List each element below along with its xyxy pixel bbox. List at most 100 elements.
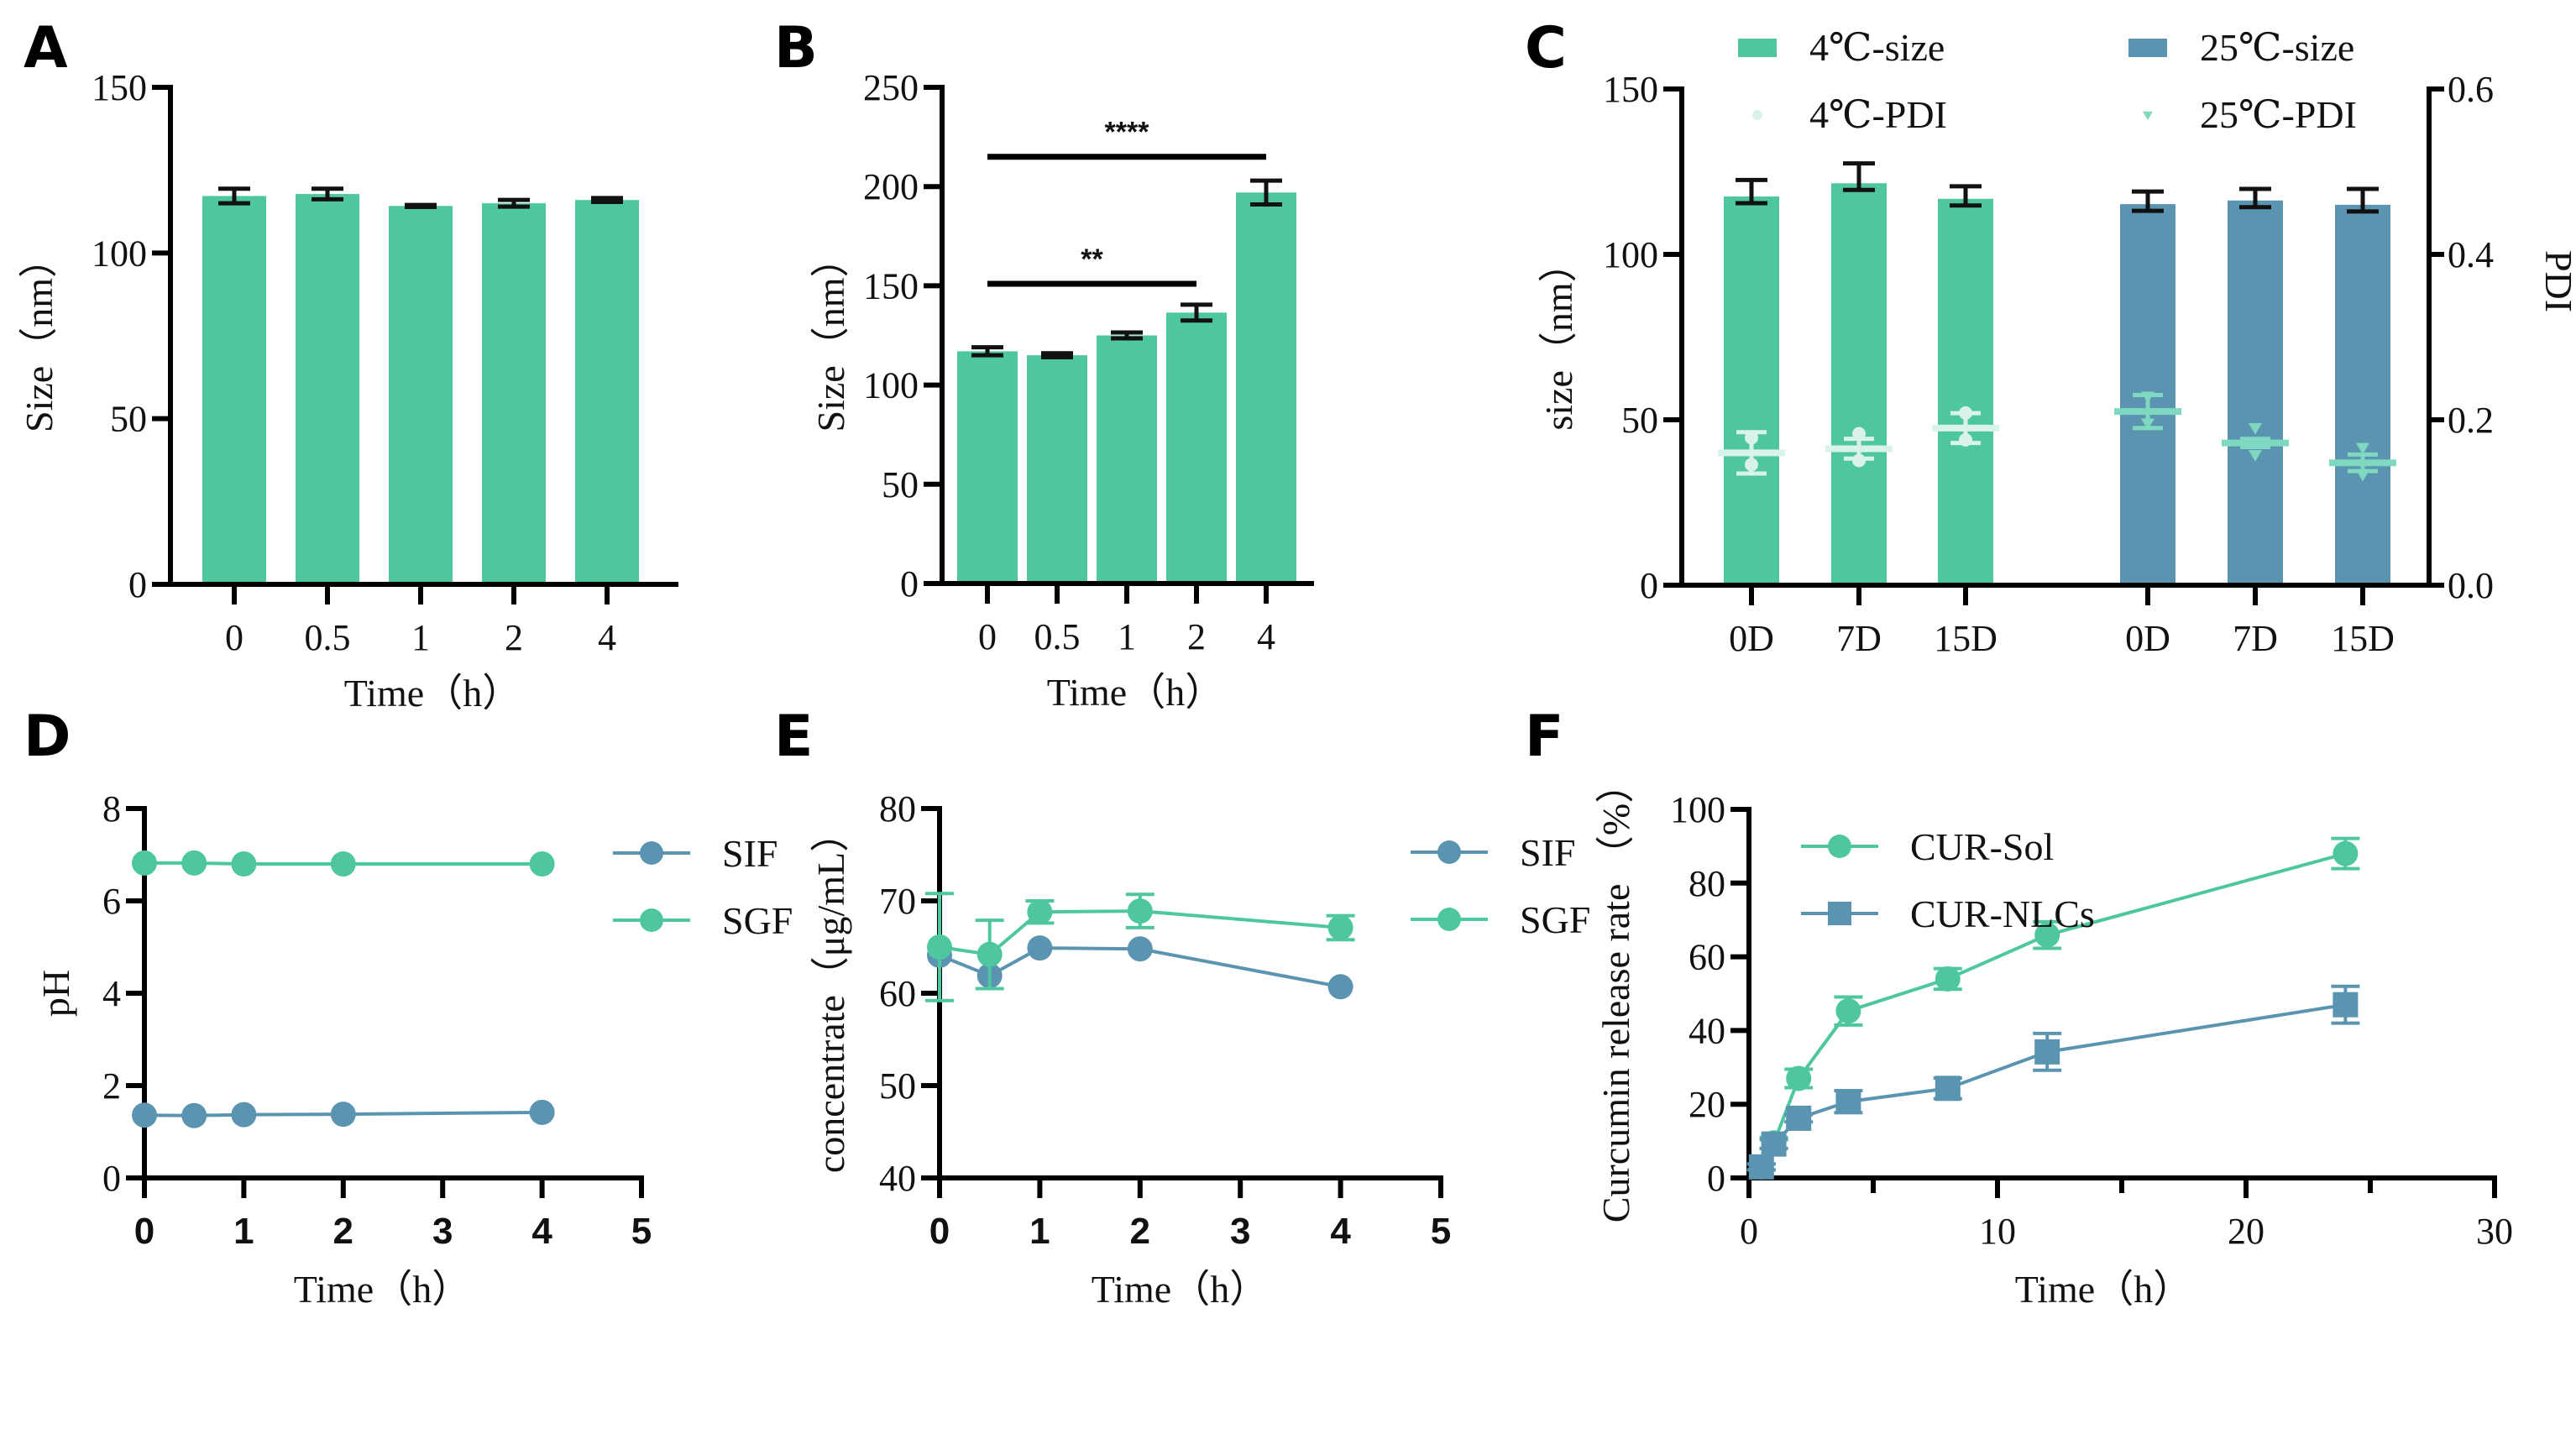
y-tick-label: 100 xyxy=(1603,234,1658,275)
legend-swatch xyxy=(2128,39,2167,57)
error-bar xyxy=(498,197,530,209)
data-point xyxy=(132,850,157,876)
data-point xyxy=(1786,1105,1812,1131)
data-point xyxy=(1027,935,1053,961)
legend-label: SGF xyxy=(1520,898,1590,941)
y-tick-label: 150 xyxy=(863,265,919,306)
legend-item: CUR-Sol xyxy=(1801,825,2054,868)
y-tick-label: 150 xyxy=(1603,69,1658,110)
x-tick-label: 4 xyxy=(1330,1211,1351,1252)
data-point xyxy=(976,941,1003,967)
x-axis-title: Time（h） xyxy=(294,1268,470,1311)
x-tick-label: 20 xyxy=(2228,1211,2264,1252)
x-tick-label: 1 xyxy=(233,1211,254,1252)
y-tick-label: 80 xyxy=(879,788,916,830)
legend-marker xyxy=(1828,835,1851,858)
y-tick-label: 80 xyxy=(1689,863,1725,904)
bar xyxy=(202,196,266,582)
legend-item: SIF xyxy=(613,832,778,875)
pdi-marker xyxy=(1745,458,1758,472)
panel-label: F xyxy=(1525,704,1563,770)
y-tick-label: 200 xyxy=(863,166,919,207)
bar xyxy=(482,203,546,582)
x-tick-label: 3 xyxy=(432,1211,453,1252)
y-tick-label: 100 xyxy=(863,365,919,406)
bar xyxy=(1027,355,1087,581)
x-tick-label: 0 xyxy=(1740,1211,1758,1252)
pdi-marker xyxy=(1852,427,1866,441)
error-bar xyxy=(1181,302,1212,323)
y-tick-label: 60 xyxy=(1689,937,1725,978)
data-point xyxy=(181,1102,207,1128)
panel-e: E 40 50 60 70 80 0 1 2 3 4 5 Time（h） concentrate（μg/m… xyxy=(774,704,1590,1311)
pdi-marker xyxy=(1745,431,1758,445)
data-point xyxy=(330,851,356,877)
x-tick-label: 5 xyxy=(1431,1211,1451,1252)
series-sgf xyxy=(132,850,555,877)
y-tick-label: 4 xyxy=(102,973,121,1014)
pdi-marker xyxy=(1959,432,1972,447)
y-tick-label: 50 xyxy=(1621,400,1658,441)
x-tick-label: 0 xyxy=(225,617,243,658)
y-tick-label: 0 xyxy=(1707,1158,1725,1199)
data-point xyxy=(1027,899,1053,925)
x-tick-label: 5 xyxy=(631,1211,652,1252)
bar xyxy=(957,351,1018,581)
y-tick-label: 0 xyxy=(102,1158,121,1199)
y-tick-label: 8 xyxy=(102,788,121,830)
legend-label: 25℃-size xyxy=(2200,26,2354,69)
x-tick-label: 15D xyxy=(1934,618,1997,659)
series-sif xyxy=(132,1099,555,1128)
x-tick-label: 15D xyxy=(2331,618,2395,659)
x-tick-label: 7D xyxy=(1836,618,1882,659)
data-point xyxy=(529,851,555,877)
legend-label: SGF xyxy=(722,899,793,942)
significance-label: ** xyxy=(1081,243,1103,275)
pdi-marker xyxy=(2249,449,2262,462)
y2-tick-label: 0.2 xyxy=(2448,400,2494,441)
legend-label: CUR-Sol xyxy=(1910,825,2054,868)
data-point xyxy=(181,850,207,876)
x-axis-title: Time（h） xyxy=(1047,671,1223,714)
pdi-marker xyxy=(2356,469,2369,482)
y-tick-label: 70 xyxy=(879,881,916,922)
legend-marker xyxy=(640,908,663,932)
error-bar xyxy=(1111,330,1143,341)
y-tick-label: 60 xyxy=(879,973,916,1014)
series-sgf xyxy=(925,892,1355,1002)
legend-item: 4℃-size xyxy=(1738,26,1945,69)
pdi-marker xyxy=(2356,442,2369,455)
error-bar xyxy=(591,196,623,205)
x-tick-label: 0 xyxy=(134,1211,154,1252)
x-axis-title: Time（h） xyxy=(2015,1268,2191,1311)
legend-label: 25℃-PDI xyxy=(2200,93,2357,136)
data-point xyxy=(2333,840,2359,866)
y2-tick-label: 0.4 xyxy=(2448,234,2494,275)
x-tick-label: 4 xyxy=(531,1211,552,1252)
data-point xyxy=(1327,914,1353,940)
y-tick-label: 100 xyxy=(92,233,147,274)
data-point xyxy=(2333,992,2359,1018)
data-point xyxy=(1935,1076,1961,1102)
x-tick-label: 30 xyxy=(2476,1211,2513,1252)
x-tick-label: 2 xyxy=(1130,1211,1150,1252)
bar xyxy=(1097,335,1157,581)
series-cur-sol xyxy=(1746,836,2360,1180)
series-line xyxy=(1760,1002,2346,1168)
legend-label: 4℃-PDI xyxy=(1809,93,1947,136)
x-tick-label: 3 xyxy=(1230,1211,1250,1252)
bar xyxy=(1724,196,1779,584)
error-bar xyxy=(312,186,343,202)
data-point xyxy=(1786,1065,1812,1091)
data-point xyxy=(231,1102,257,1128)
legend-marker xyxy=(1437,908,1461,931)
y-axis-title: size（nm） xyxy=(1537,243,1580,430)
panel-b: B 0 50 100 150 200 250 0 0.5 1 2 4 Time（h） Size（nm） **… xyxy=(774,15,1314,714)
legend-label: SIF xyxy=(1520,831,1575,874)
legend-item: 4℃-PDI xyxy=(1752,93,1947,136)
y2-tick-label: 0.6 xyxy=(2448,69,2494,110)
panel-f: F 0 20 40 60 80 100 0 10 20 30 Time（h） Curcumin rele… xyxy=(1525,704,2513,1311)
bar xyxy=(2228,200,2283,583)
error-bar xyxy=(1041,351,1073,360)
legend-marker xyxy=(1828,902,1851,925)
